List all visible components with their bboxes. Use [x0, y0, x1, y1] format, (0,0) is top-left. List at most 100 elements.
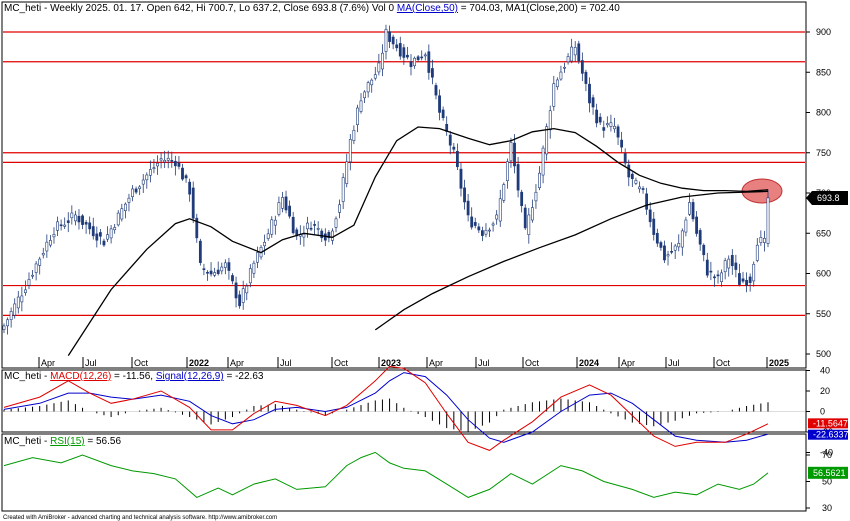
candle — [366, 80, 370, 98]
candle — [166, 150, 170, 169]
candle — [627, 159, 631, 187]
candle-body-down — [231, 275, 234, 282]
last-price-label: 693.8 — [817, 193, 840, 203]
candle — [245, 283, 249, 301]
candlestick-series — [2, 24, 770, 335]
candle-body-down — [388, 31, 391, 42]
candle-body-down — [398, 43, 402, 57]
rsi-tick-label: 30 — [822, 503, 832, 513]
candle — [88, 216, 92, 235]
time-tick-label: Jul — [668, 358, 680, 368]
candle — [502, 182, 506, 203]
candle-body-down — [102, 240, 106, 246]
candle-body-down — [448, 134, 452, 146]
rsi-header-rsi-link[interactable]: RSI(15) — [50, 436, 84, 447]
price-header: MC_heti - Weekly 2025. 01. 17. Open 642,… — [4, 3, 620, 14]
candle-body-up — [527, 214, 531, 235]
candle-body-up — [541, 147, 545, 176]
candle-body-up — [270, 219, 274, 235]
candle-body-down — [173, 160, 177, 167]
candle — [456, 143, 459, 171]
candle-body-up — [109, 228, 113, 239]
candle — [291, 211, 295, 235]
candle-body-up — [27, 279, 31, 286]
time-tick-label: Apr — [621, 358, 635, 368]
candle-body-up — [377, 62, 381, 73]
candle-body-down — [716, 274, 720, 277]
candle-body-down — [416, 56, 420, 60]
price-header-ma50-value: = 704.03, — [458, 3, 506, 14]
candle — [438, 89, 441, 121]
candle-body-up — [248, 268, 252, 284]
candle-body-up — [666, 254, 670, 257]
candle-body-down — [741, 278, 745, 282]
candle — [252, 260, 256, 279]
candle-body-up — [555, 79, 559, 88]
candle-body-up — [106, 234, 109, 240]
candle-body-down — [170, 160, 174, 162]
macd-panel-frame[interactable] — [1, 369, 807, 433]
candle-body-up — [341, 177, 345, 202]
macd-header-signal-link[interactable]: Signal(12,26,9) — [156, 371, 224, 382]
candle-body-down — [391, 36, 395, 45]
price-header-ma50-link[interactable]: MA(Close,50) — [397, 3, 458, 14]
macd-header-macd-value: = -11.56, — [111, 371, 156, 382]
rsi-tick-label: 70 — [822, 450, 832, 460]
candle-body-up — [338, 204, 341, 213]
candle — [209, 262, 213, 277]
candle-body-down — [202, 268, 206, 270]
candle — [20, 286, 24, 312]
candle-body-down — [663, 245, 666, 261]
candle-body-up — [684, 219, 688, 233]
price-tick-label: 500 — [816, 349, 831, 359]
price-tick-label: 750 — [816, 148, 831, 158]
candle-body-down — [709, 270, 713, 273]
rsi-last-tag — [808, 466, 848, 479]
footer-credit: Created with AmiBroker - advanced charti… — [3, 515, 277, 521]
rsi-header-ticker: MC_heti — [4, 436, 41, 447]
candle-body-down — [402, 47, 406, 58]
candle-body-up — [70, 212, 74, 219]
candle-body-down — [395, 44, 399, 49]
candle-body-up — [38, 258, 42, 266]
candle-body-up — [638, 186, 641, 190]
candle — [98, 229, 102, 245]
candle-body-down — [648, 209, 652, 223]
candle-body-up — [306, 222, 309, 230]
candle — [452, 142, 456, 154]
candle-body-up — [352, 130, 356, 141]
candle — [6, 317, 9, 335]
candle-body-down — [234, 282, 238, 299]
candle-body-down — [309, 227, 313, 230]
rsi-header-sep: - — [41, 436, 50, 447]
candle — [459, 163, 463, 197]
candle — [691, 198, 695, 222]
candle-body-up — [545, 126, 549, 155]
macd-header-macd-link[interactable]: MACD(12,26) — [50, 371, 111, 382]
candle-body-up — [166, 157, 170, 161]
price-header-period: Weekly 2025. 01. 17. — [50, 3, 144, 14]
candle-body-down — [584, 71, 588, 84]
candle-body-up — [566, 56, 570, 63]
candle — [216, 261, 220, 276]
candle — [720, 269, 723, 287]
candle — [220, 262, 224, 275]
candle — [473, 217, 477, 229]
candle-body-down — [670, 250, 674, 253]
candle-body-down — [181, 167, 184, 180]
candle-body-down — [191, 187, 195, 219]
candle-body-down — [98, 232, 102, 237]
macd-tick-label: 20 — [820, 386, 830, 396]
candle-body-down — [655, 232, 659, 244]
candle-body-up — [559, 71, 563, 80]
candle — [24, 280, 27, 296]
candle-body-up — [502, 184, 506, 201]
candle — [323, 228, 327, 247]
candle — [195, 213, 199, 243]
macd-header: MC_heti - MACD(12,26) = -11.56, Signal(1… — [4, 371, 264, 382]
candle — [91, 217, 95, 240]
rsi-panel-frame[interactable] — [1, 433, 807, 512]
candle — [723, 257, 727, 280]
candle — [302, 225, 306, 247]
